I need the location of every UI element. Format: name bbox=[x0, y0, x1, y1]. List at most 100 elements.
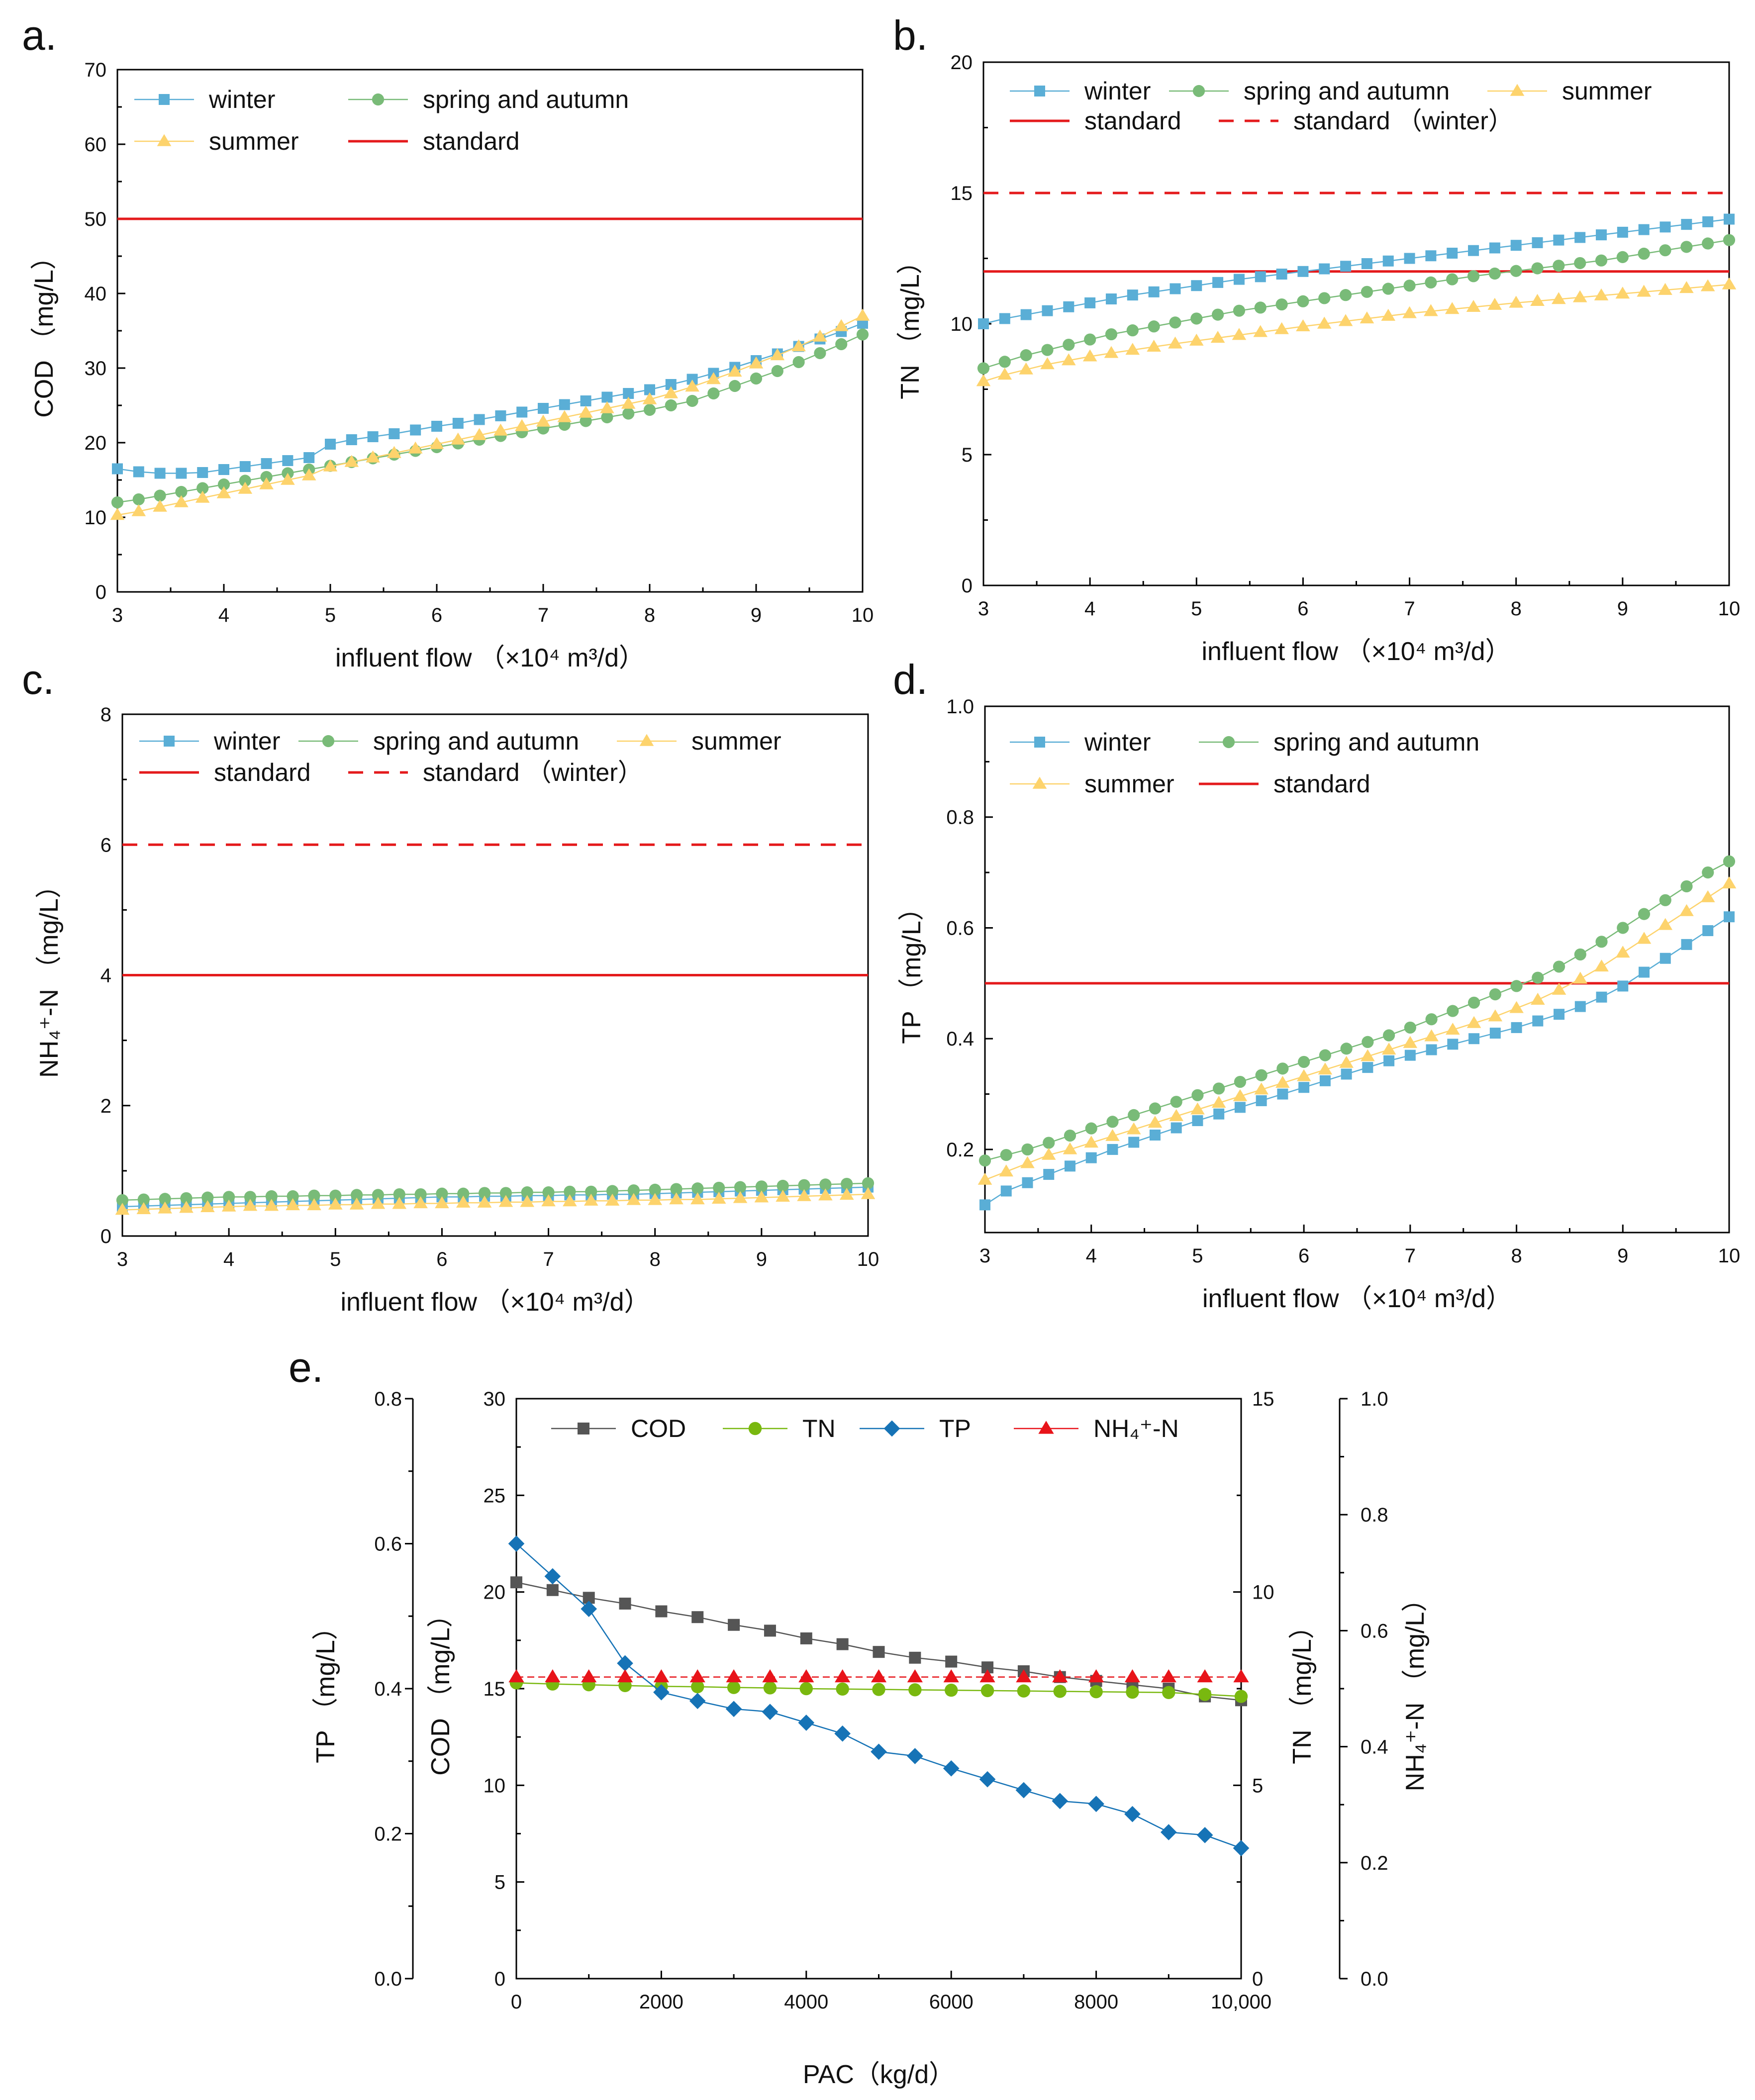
y-tick-label: 25 bbox=[484, 1485, 506, 1507]
x-tick-label: 8 bbox=[1511, 598, 1522, 620]
x-axis-title: influent flow （×10⁴ m³/d） bbox=[335, 644, 645, 672]
data-point-winter bbox=[1724, 911, 1735, 923]
data-point-spring-and-autumn bbox=[771, 365, 783, 378]
data-point-spring-and-autumn bbox=[1574, 257, 1586, 270]
data-point-winter bbox=[1085, 1152, 1097, 1163]
y-axis-title: NH₄⁺-N （mg/L） bbox=[35, 872, 64, 1078]
data-point-spring-and-autumn bbox=[1085, 1122, 1097, 1135]
data-point-spring-and-autumn bbox=[1063, 338, 1075, 351]
x-tick-label: 9 bbox=[751, 604, 762, 626]
legend-entry-winter: winter bbox=[1010, 77, 1151, 105]
data-point-spring-and-autumn bbox=[1319, 1049, 1331, 1061]
y-tick-label: 6 bbox=[100, 834, 111, 856]
data-point-tp bbox=[1160, 1824, 1177, 1840]
data-point-tp bbox=[798, 1715, 815, 1731]
data-point-tn bbox=[872, 1683, 885, 1696]
data-point-summer bbox=[690, 1192, 705, 1205]
y-axis-title: TN （mg/L） bbox=[896, 248, 925, 399]
data-point-summer bbox=[584, 1193, 598, 1206]
data-point-summer bbox=[1041, 1147, 1056, 1160]
legend-label: COD bbox=[631, 1415, 686, 1442]
data-point-summer bbox=[1210, 331, 1225, 343]
data-point-spring-and-autumn bbox=[1510, 265, 1522, 277]
data-point-summer bbox=[855, 308, 870, 321]
data-point-winter bbox=[1489, 1028, 1501, 1039]
data-point-summer bbox=[238, 481, 253, 494]
legend-entry-standard-winter: standard （winter） bbox=[348, 759, 643, 786]
data-point-winter bbox=[1702, 925, 1714, 937]
data-point-summer bbox=[563, 1194, 577, 1207]
data-point-summer bbox=[195, 490, 210, 503]
y-tick-label: 10 bbox=[484, 1775, 506, 1797]
panel-label: c. bbox=[22, 656, 54, 703]
data-point-spring-and-autumn bbox=[627, 1184, 640, 1197]
data-point-winter bbox=[1148, 286, 1160, 297]
legend-marker bbox=[372, 93, 385, 106]
data-point-spring-and-autumn bbox=[1254, 301, 1267, 314]
data-point-nh-n bbox=[1233, 1669, 1249, 1683]
data-point-summer bbox=[174, 495, 189, 507]
data-point-nh-n bbox=[1161, 1669, 1176, 1683]
data-point-summer bbox=[1424, 304, 1438, 316]
data-point-winter bbox=[580, 395, 591, 406]
data-point-tn bbox=[980, 1684, 994, 1698]
data-point-nh-n bbox=[581, 1669, 597, 1683]
data-point-tn bbox=[1053, 1685, 1067, 1698]
x-tick-label: 6000 bbox=[929, 1991, 974, 2013]
data-point-cod bbox=[728, 1619, 740, 1631]
x-tick-label: 6 bbox=[431, 604, 442, 626]
data-point-winter bbox=[1064, 1160, 1075, 1172]
data-point-nh-n bbox=[653, 1669, 670, 1683]
legend-marker bbox=[1032, 776, 1047, 789]
data-point-summer bbox=[1658, 918, 1673, 930]
data-point-summer bbox=[498, 1195, 513, 1207]
data-point-tn bbox=[836, 1682, 849, 1696]
y-tick-label: 0 bbox=[100, 1226, 111, 1247]
data-point-winter bbox=[495, 410, 506, 421]
data-point-winter bbox=[1382, 255, 1394, 267]
x-axis-title: influent flow （×10⁴ m³/d） bbox=[1201, 637, 1511, 666]
y-axis-title: COD （mg/L） bbox=[30, 244, 59, 418]
data-point-summer bbox=[997, 368, 1012, 380]
data-point-winter bbox=[601, 391, 613, 403]
data-point-winter bbox=[431, 421, 442, 432]
data-point-summer bbox=[1275, 1075, 1290, 1088]
data-point-winter bbox=[1128, 1137, 1140, 1148]
data-point-summer bbox=[1063, 1142, 1077, 1154]
data-point-spring-and-autumn bbox=[223, 1191, 235, 1203]
x-tick-label: 4 bbox=[1084, 598, 1095, 620]
x-tick-label: 6 bbox=[1298, 1245, 1309, 1267]
x-tick-label: 6 bbox=[1297, 598, 1308, 620]
y-tick-label: 15 bbox=[484, 1678, 506, 1700]
data-point-spring-and-autumn bbox=[217, 478, 230, 491]
data-point-summer bbox=[754, 1190, 769, 1203]
data-point-spring-and-autumn bbox=[436, 1187, 448, 1200]
data-point-spring-and-autumn bbox=[1616, 251, 1629, 263]
x-tick-label: 10 bbox=[852, 604, 874, 626]
y-tick-label: 0.8 bbox=[1361, 1504, 1388, 1526]
data-point-summer bbox=[1061, 353, 1076, 366]
y-tick-label: 0.4 bbox=[374, 1678, 402, 1700]
data-point-summer bbox=[706, 372, 721, 384]
data-point-spring-and-autumn bbox=[585, 1185, 597, 1198]
data-point-spring-and-autumn bbox=[1659, 244, 1671, 257]
x-tick-label: 6 bbox=[436, 1248, 447, 1270]
data-point-winter bbox=[1489, 242, 1500, 254]
legend-entry-nh-n: NH₄⁺-N bbox=[1014, 1415, 1179, 1442]
data-point-summer bbox=[818, 1188, 833, 1201]
data-point-winter bbox=[133, 466, 144, 477]
data-point-tp bbox=[1196, 1827, 1213, 1843]
data-point-nh-n bbox=[907, 1669, 923, 1683]
data-point-spring-and-autumn bbox=[1553, 260, 1565, 272]
data-point-summer bbox=[1126, 1122, 1141, 1135]
data-point-spring-and-autumn bbox=[1021, 1143, 1034, 1156]
data-point-spring-and-autumn bbox=[1595, 254, 1608, 267]
data-point-tp bbox=[689, 1693, 706, 1710]
x-axis-title: PAC（kg/d） bbox=[803, 2060, 955, 2089]
data-point-summer bbox=[301, 468, 316, 480]
data-point-summer bbox=[1700, 890, 1715, 902]
data-point-spring-and-autumn bbox=[691, 1182, 704, 1195]
y-tick-label: 40 bbox=[85, 283, 107, 305]
data-point-summer bbox=[413, 1196, 428, 1209]
